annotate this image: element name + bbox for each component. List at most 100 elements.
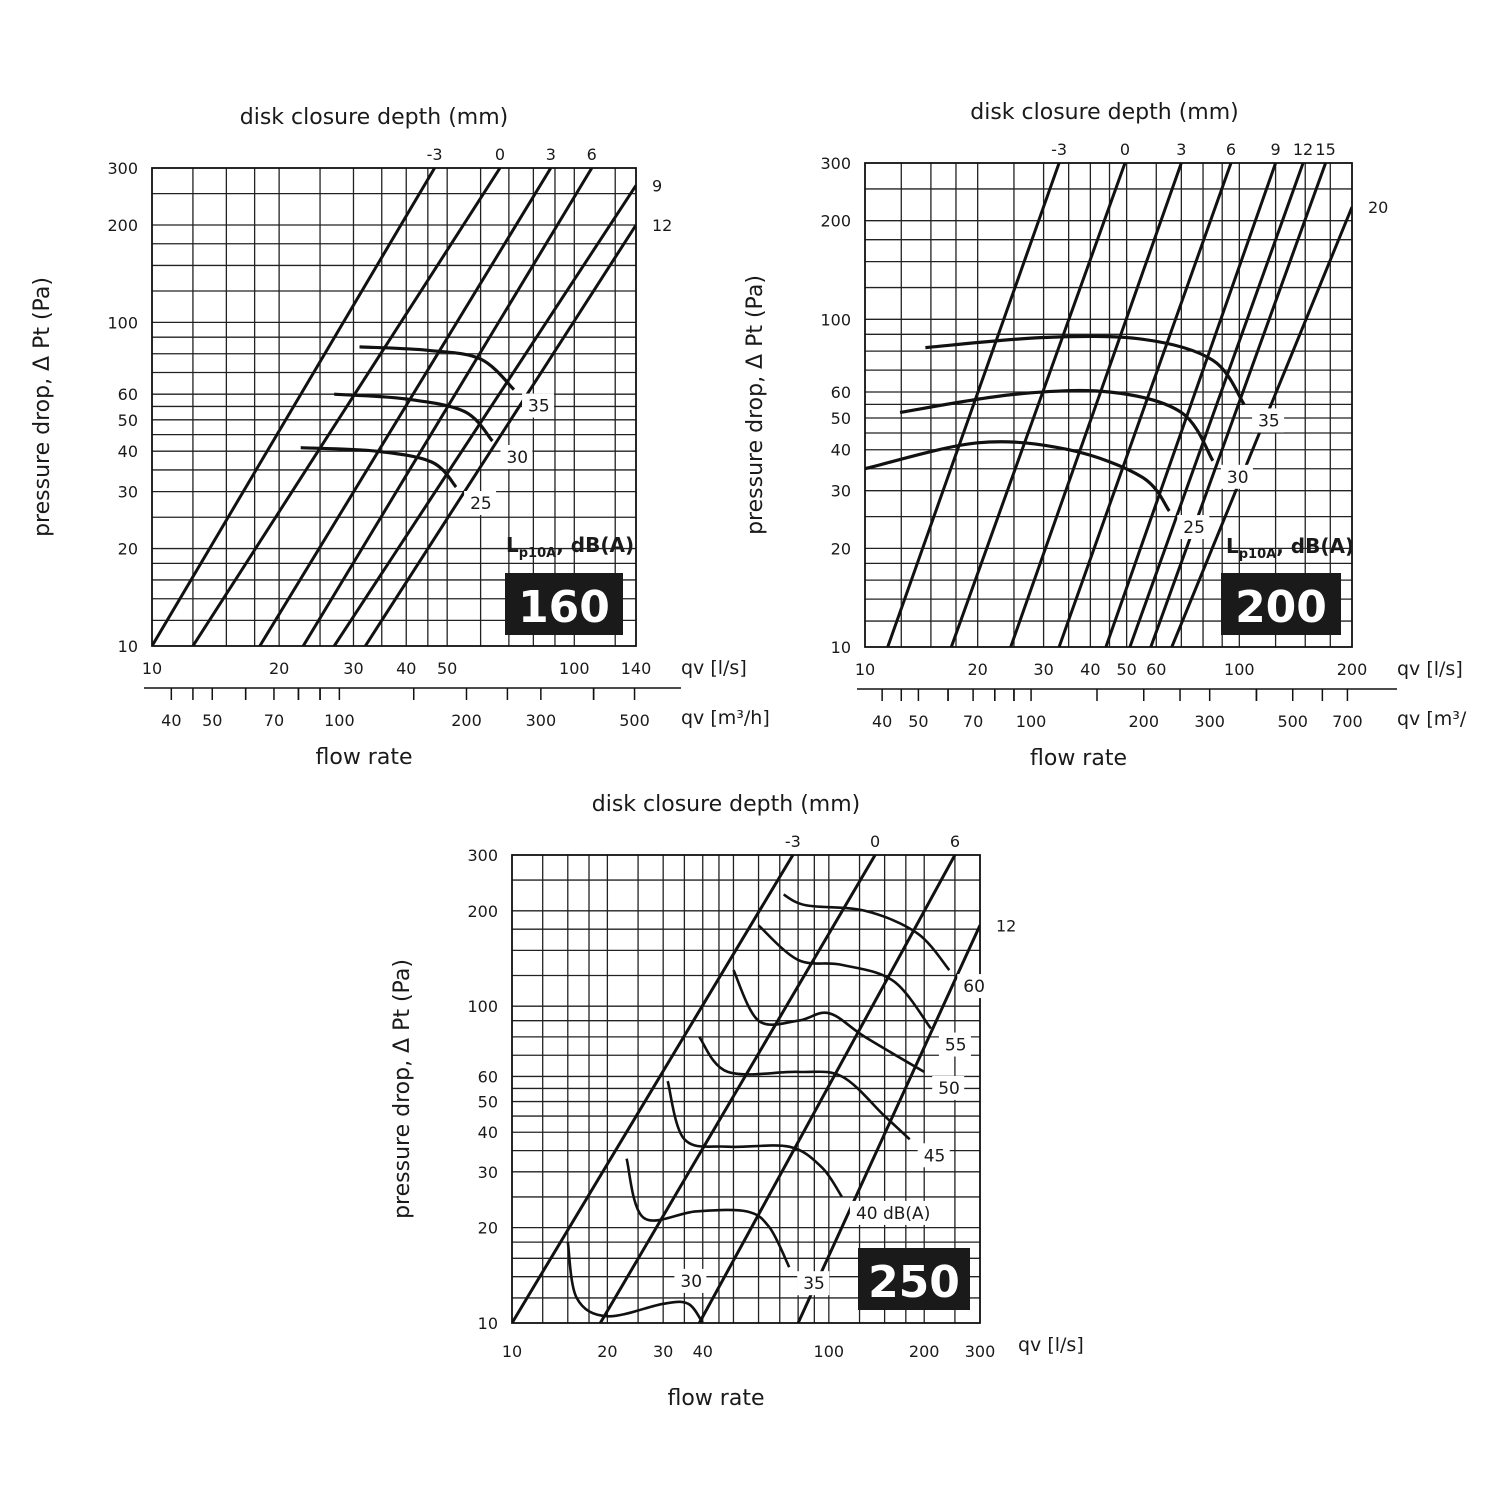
chart-title: disk closure depth (mm) — [240, 105, 509, 130]
noise-label-bg — [674, 1268, 707, 1293]
x-tick-label: 100 — [559, 659, 590, 678]
x-tick-label: 100 — [1224, 660, 1255, 679]
noise-curve-30 — [899, 388, 1215, 462]
x-tick-label: 50 — [437, 659, 457, 678]
series-line-12 — [796, 924, 980, 1323]
series-label: 3 — [1176, 140, 1186, 159]
noise-level-label: Lp10A, dB(A) — [1226, 534, 1354, 562]
m3h-tick-label: 50 — [908, 712, 928, 731]
noise-curve-25 — [300, 446, 458, 489]
noise-label-bg — [1220, 464, 1253, 489]
m3h-tick-label: 40 — [161, 711, 181, 730]
m3h-tick-label: 50 — [202, 711, 222, 730]
noise-curve-50 — [732, 969, 925, 1074]
series-label: 3 — [546, 145, 556, 164]
y-tick-label: 30 — [831, 482, 851, 501]
y-tick-label: 50 — [831, 409, 851, 428]
y-axis-title: pressure drop, Δ Pt (Pa) — [30, 277, 55, 537]
y-axis-title: pressure drop, Δ Pt (Pa) — [743, 275, 768, 535]
x-axis-title: flow rate — [316, 745, 413, 770]
plot-frame — [511, 854, 981, 1324]
x-tick-label: 40 — [693, 1342, 713, 1361]
m3h-axis — [857, 688, 1397, 701]
x-tick-label: 60 — [1146, 660, 1166, 679]
x-unit-ls: qv [l/s] — [1018, 1334, 1084, 1356]
noise-curve-35 — [925, 334, 1246, 406]
x-unit-ls: qv [l/s] — [681, 657, 747, 679]
size-badge-box — [505, 573, 623, 635]
y-tick-label: 100 — [107, 313, 138, 332]
series-label: 6 — [1226, 140, 1236, 159]
size-badge-box — [858, 1248, 970, 1310]
series-line-15 — [1149, 163, 1328, 647]
x-unit-m3h: qv [m³/ — [1397, 708, 1467, 730]
series-label: 9 — [1271, 140, 1281, 159]
series-label: 6 — [950, 832, 960, 851]
y-tick-label: 300 — [820, 154, 851, 173]
closure-depth-lines — [512, 855, 980, 1323]
x-tick-label: 10 — [855, 660, 875, 679]
x-tick-label: 50 — [1116, 660, 1136, 679]
noise-curve-label: 50 — [938, 1079, 960, 1099]
m3h-tick-label: 200 — [451, 711, 482, 730]
noise-level-label: Lp10A, dB(A) — [506, 533, 634, 561]
noise-curve-30 — [334, 392, 494, 443]
x-tick-label: 30 — [653, 1342, 673, 1361]
series-label: -3 — [1051, 140, 1067, 159]
series-line-6 — [697, 855, 957, 1323]
x-tick-label: 30 — [343, 659, 363, 678]
noise-curve-45 — [698, 1036, 911, 1141]
m3h-tick-label: 500 — [619, 711, 650, 730]
m3h-tick-label: 500 — [1277, 712, 1308, 731]
series-label: -3 — [427, 145, 443, 164]
noise-curve-label: 40 dB(A) — [856, 1204, 930, 1224]
noise-curve-label: 35 — [803, 1274, 825, 1294]
noise-curve-label: 35 — [1258, 411, 1280, 431]
x-axis-title: flow rate — [1030, 746, 1127, 771]
y-tick-label: 10 — [831, 638, 851, 657]
x-tick-label: 20 — [968, 660, 988, 679]
noise-curve-35 — [359, 345, 516, 391]
series-label: 9 — [652, 176, 662, 195]
closure-depth-lines — [886, 163, 1352, 647]
noise-label-bg — [1177, 515, 1210, 540]
noise-curve-60 — [782, 893, 951, 971]
x-unit-m3h: qv [m³/h] — [681, 707, 770, 729]
x-axis-title: flow rate — [668, 1386, 765, 1411]
series-label: 20 — [1368, 198, 1388, 217]
x-tick-label: 40 — [1080, 660, 1100, 679]
x-tick-label: 40 — [396, 659, 416, 678]
m3h-tick-label: 100 — [324, 711, 355, 730]
noise-curve-label: 25 — [1183, 518, 1205, 538]
series-line-9 — [332, 184, 636, 646]
series-line-0 — [949, 163, 1127, 647]
y-tick-label: 30 — [478, 1163, 498, 1182]
noise-label-bg — [464, 490, 497, 515]
size-badge-box — [1221, 573, 1341, 635]
noise-curve-label: 30 — [1227, 468, 1249, 488]
x-tick-label: 10 — [142, 659, 162, 678]
series-line--3 — [886, 163, 1061, 647]
m3h-tick-label: 300 — [1194, 712, 1225, 731]
series-line-3 — [1009, 163, 1183, 647]
plot-frame — [151, 167, 637, 647]
noise-label-bg — [849, 1200, 942, 1225]
y-tick-label: 40 — [831, 441, 851, 460]
m3h-tick-label: 70 — [963, 712, 983, 731]
series-line-6 — [1057, 163, 1233, 647]
noise-curve-30 — [566, 1241, 704, 1323]
series-label: 6 — [587, 145, 597, 164]
series-label: 0 — [1120, 140, 1130, 159]
x-unit-ls: qv [l/s] — [1397, 658, 1463, 680]
series-label: 12 — [996, 916, 1016, 935]
size-badge-label: 160 — [518, 582, 610, 633]
y-tick-label: 300 — [467, 846, 498, 865]
m3h-tick-label: 200 — [1128, 712, 1159, 731]
plot-frame — [864, 162, 1353, 648]
y-tick-label: 100 — [820, 310, 851, 329]
y-tick-label: 50 — [478, 1093, 498, 1112]
noise-label-bg — [1252, 408, 1285, 433]
m3h-axis — [144, 687, 681, 700]
noise-curves — [566, 893, 951, 1323]
noise-curves — [300, 345, 516, 489]
